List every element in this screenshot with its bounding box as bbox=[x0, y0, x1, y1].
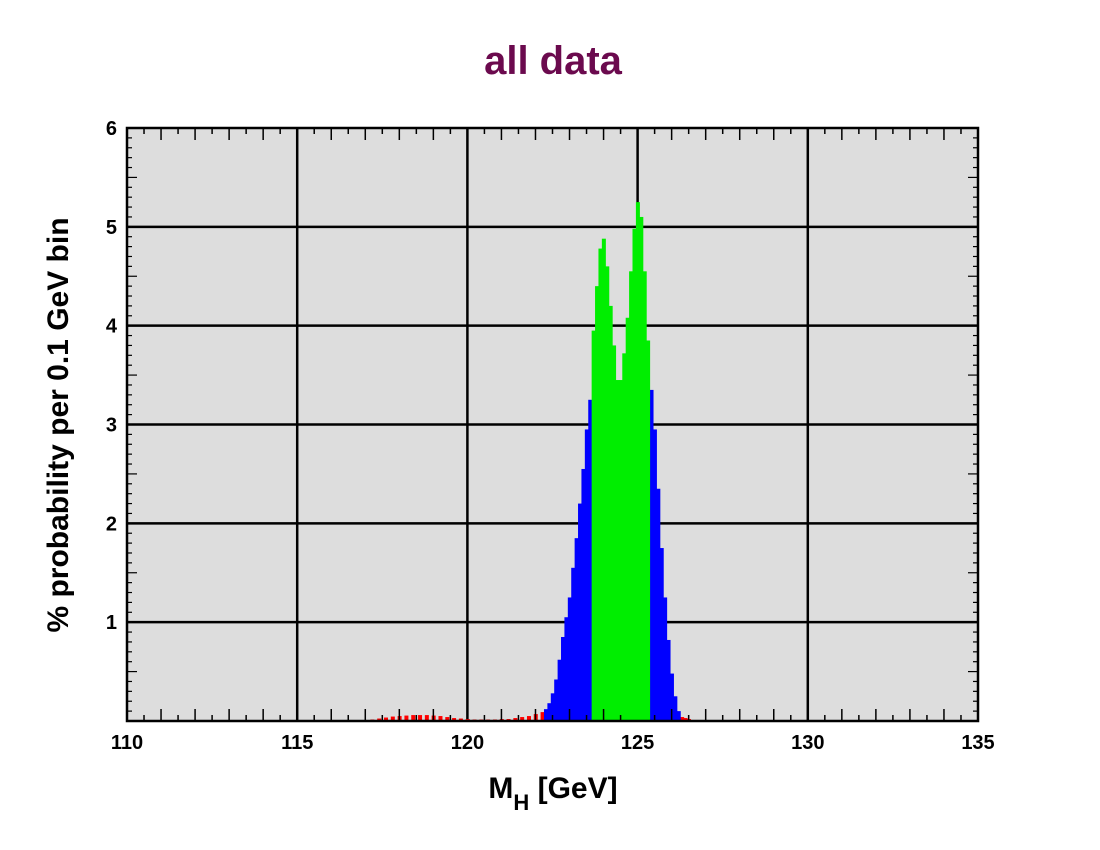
histogram-bar bbox=[584, 429, 589, 721]
histogram-bar bbox=[571, 567, 576, 721]
histogram-bar bbox=[683, 718, 688, 721]
histogram-bar bbox=[615, 380, 620, 721]
y-tick-label: 6 bbox=[106, 118, 117, 140]
x-tick-label: 110 bbox=[111, 732, 143, 754]
histogram-bar bbox=[557, 659, 562, 721]
y-tick-label: 2 bbox=[106, 513, 117, 535]
histogram-bar bbox=[452, 718, 457, 721]
histogram-bar bbox=[680, 717, 685, 721]
histogram-bar bbox=[513, 718, 518, 721]
x-tick-labels: 110 115 120 125 130 135 bbox=[111, 732, 995, 754]
histogram-bar bbox=[598, 248, 603, 721]
histogram-bar bbox=[438, 716, 443, 721]
histogram-bar bbox=[390, 716, 395, 721]
histogram-bar bbox=[605, 266, 610, 721]
histogram-bar bbox=[411, 715, 416, 721]
bars bbox=[356, 202, 695, 721]
plot-frame bbox=[125, 126, 980, 723]
y-axis-label: % probability per 0.1 GeV bin bbox=[42, 217, 75, 632]
histogram-bar bbox=[635, 202, 640, 721]
histogram-bar bbox=[618, 380, 623, 721]
histogram-bar bbox=[540, 712, 545, 721]
histogram-bar bbox=[445, 717, 450, 721]
histogram-bar bbox=[649, 389, 654, 721]
histogram-bar bbox=[595, 286, 600, 721]
histogram-bar bbox=[646, 340, 651, 721]
x-tick-label: 125 bbox=[621, 732, 654, 754]
histogram-bar bbox=[418, 715, 423, 721]
chart-title: all data bbox=[484, 39, 623, 83]
histogram-bar bbox=[526, 716, 531, 721]
histogram-bar bbox=[550, 693, 555, 721]
y-tick-labels: 1 2 3 4 5 6 bbox=[106, 118, 118, 634]
histogram-bar bbox=[561, 636, 566, 721]
histogram-bar bbox=[673, 696, 678, 721]
x-tick-label: 120 bbox=[451, 732, 484, 754]
histogram-bar bbox=[632, 228, 637, 721]
histogram-bar bbox=[567, 597, 572, 721]
histogram-bar bbox=[543, 709, 548, 721]
histogram-bar bbox=[639, 216, 644, 721]
histogram-bar bbox=[564, 617, 569, 721]
histogram-bar bbox=[384, 717, 389, 721]
histogram-bar bbox=[612, 345, 617, 721]
x-tick-label: 115 bbox=[281, 732, 313, 754]
x-axis-label-subscript: H bbox=[513, 790, 529, 815]
histogram-bar bbox=[424, 715, 429, 721]
y-tick-label: 1 bbox=[106, 612, 117, 634]
histogram-bar bbox=[574, 538, 579, 721]
x-tick-label: 130 bbox=[791, 732, 824, 754]
histogram-bar bbox=[591, 330, 596, 721]
histogram-bar bbox=[659, 548, 664, 721]
histogram-bar bbox=[669, 673, 674, 721]
histogram-bar bbox=[629, 271, 634, 721]
histogram-bar bbox=[588, 399, 593, 721]
y-tick-label: 5 bbox=[106, 217, 117, 239]
y-tick-label: 4 bbox=[106, 316, 118, 338]
histogram-bar bbox=[581, 468, 586, 721]
histogram-bar bbox=[547, 703, 552, 721]
histogram-bar bbox=[663, 597, 668, 721]
histogram-bar bbox=[404, 715, 409, 721]
histogram-bar bbox=[554, 679, 559, 721]
minor-ticks bbox=[127, 128, 978, 721]
y-tick-label: 3 bbox=[106, 415, 117, 437]
histogram-bar bbox=[520, 717, 525, 721]
histogram-bar bbox=[676, 711, 681, 721]
histogram-bar bbox=[622, 353, 627, 721]
histogram-bar bbox=[608, 305, 613, 721]
histogram-bar bbox=[642, 271, 647, 721]
x-axis-label: MH [GeV] bbox=[488, 772, 617, 815]
histogram-bar bbox=[601, 238, 606, 721]
histogram-bar bbox=[625, 317, 630, 721]
histogram-bar bbox=[578, 503, 583, 721]
histogram-bar bbox=[656, 488, 661, 721]
histogram-bar bbox=[652, 429, 657, 721]
x-tick-label: 135 bbox=[961, 732, 994, 754]
histogram-bar bbox=[666, 639, 671, 721]
